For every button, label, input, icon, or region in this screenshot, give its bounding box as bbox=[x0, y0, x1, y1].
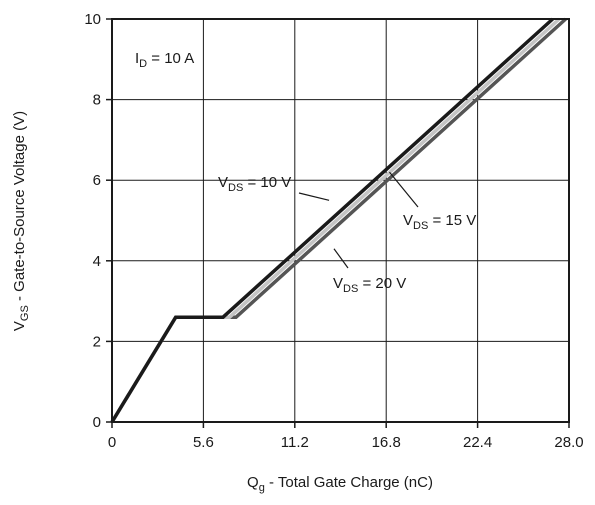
annotation-layer: VDS = 10 V VDS = 15 V VDS = 20 V bbox=[218, 171, 476, 295]
annotation-label-vds-15: VDS = 15 V bbox=[403, 212, 476, 232]
x-tick-label: 22.4 bbox=[463, 434, 492, 451]
tick-layer: 0 5.6 11.2 16.8 22.4 28.0 0 2 4 6 8 10 bbox=[84, 11, 583, 451]
x-tick-label: 5.6 bbox=[193, 434, 214, 451]
series-line-vds-15 bbox=[110, 17, 561, 423]
y-tick-label: 10 bbox=[84, 11, 101, 28]
annotation-label-vds-10: VDS = 10 V bbox=[218, 174, 291, 194]
x-tick-label: 16.8 bbox=[372, 434, 401, 451]
x-axis-label: Qg - Total Gate Charge (nC) bbox=[247, 474, 433, 494]
series-layer bbox=[110, 17, 567, 423]
series-line-vds-10 bbox=[110, 17, 554, 423]
x-tick-label: 0 bbox=[108, 434, 116, 451]
y-tick-label: 2 bbox=[93, 333, 101, 350]
y-tick-label: 4 bbox=[93, 253, 101, 270]
x-tick-label: 28.0 bbox=[554, 434, 583, 451]
y-tick-label: 0 bbox=[93, 414, 101, 431]
annotation-label-vds-20: VDS = 20 V bbox=[333, 275, 406, 295]
leader-line-vds-10 bbox=[298, 192, 330, 201]
x-tick-label: 11.2 bbox=[281, 434, 309, 451]
leader-line-vds-20 bbox=[333, 248, 349, 269]
y-axis-label: VGS - Gate-to-Source Voltage (V) bbox=[11, 111, 31, 331]
y-tick-label: 8 bbox=[93, 92, 101, 109]
y-tick-label: 6 bbox=[93, 172, 101, 189]
condition-label: ID = 10 A bbox=[135, 50, 194, 70]
leader-line-vds-15 bbox=[389, 171, 419, 208]
plot-frame bbox=[111, 18, 570, 423]
